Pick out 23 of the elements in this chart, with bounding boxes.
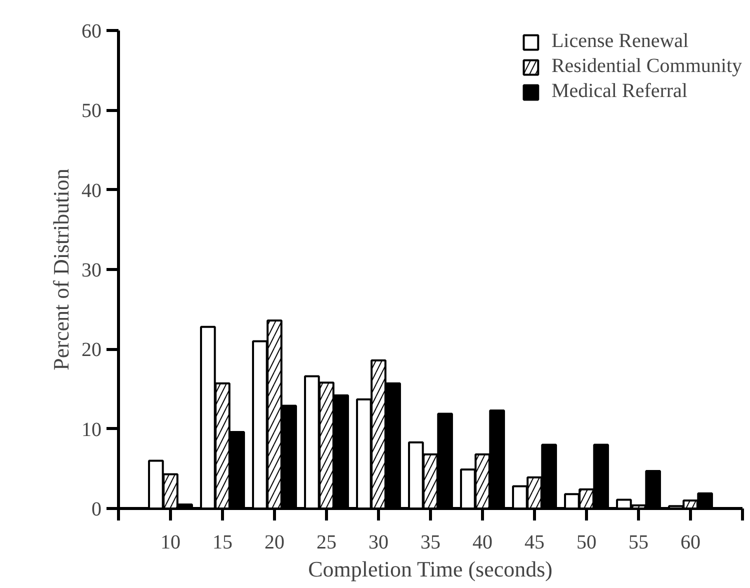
- y-tick-label: 60: [82, 20, 102, 42]
- x-tick-label: 50: [576, 532, 596, 554]
- x-tick-label: 15: [212, 532, 232, 554]
- y-axis-title: Percent of Distribution: [48, 168, 74, 370]
- y-tick-label: 0: [92, 498, 102, 520]
- x-tick-label: 10: [160, 532, 180, 554]
- y-tick-label: 40: [82, 180, 102, 202]
- x-axis-title: Completion Time (seconds): [308, 556, 553, 582]
- x-tick-label: 40: [472, 532, 492, 554]
- legend-label: License Renewal: [551, 30, 689, 53]
- x-tick-label: 55: [628, 532, 648, 554]
- x-tick-label: 30: [368, 532, 388, 554]
- x-tick-label: 60: [680, 532, 700, 554]
- x-tick-label: 20: [264, 532, 284, 554]
- x-tick-label: 35: [420, 532, 440, 554]
- x-tick-label: 45: [524, 532, 544, 554]
- y-tick-label: 10: [82, 418, 102, 441]
- y-tick-label: 20: [82, 339, 102, 362]
- legend-label: Residential Community: [551, 55, 742, 78]
- x-tick-label: 25: [316, 532, 336, 554]
- y-tick-label: 50: [82, 100, 102, 122]
- legend-label: Medical Referral: [551, 80, 688, 103]
- y-tick-label: 30: [82, 260, 102, 282]
